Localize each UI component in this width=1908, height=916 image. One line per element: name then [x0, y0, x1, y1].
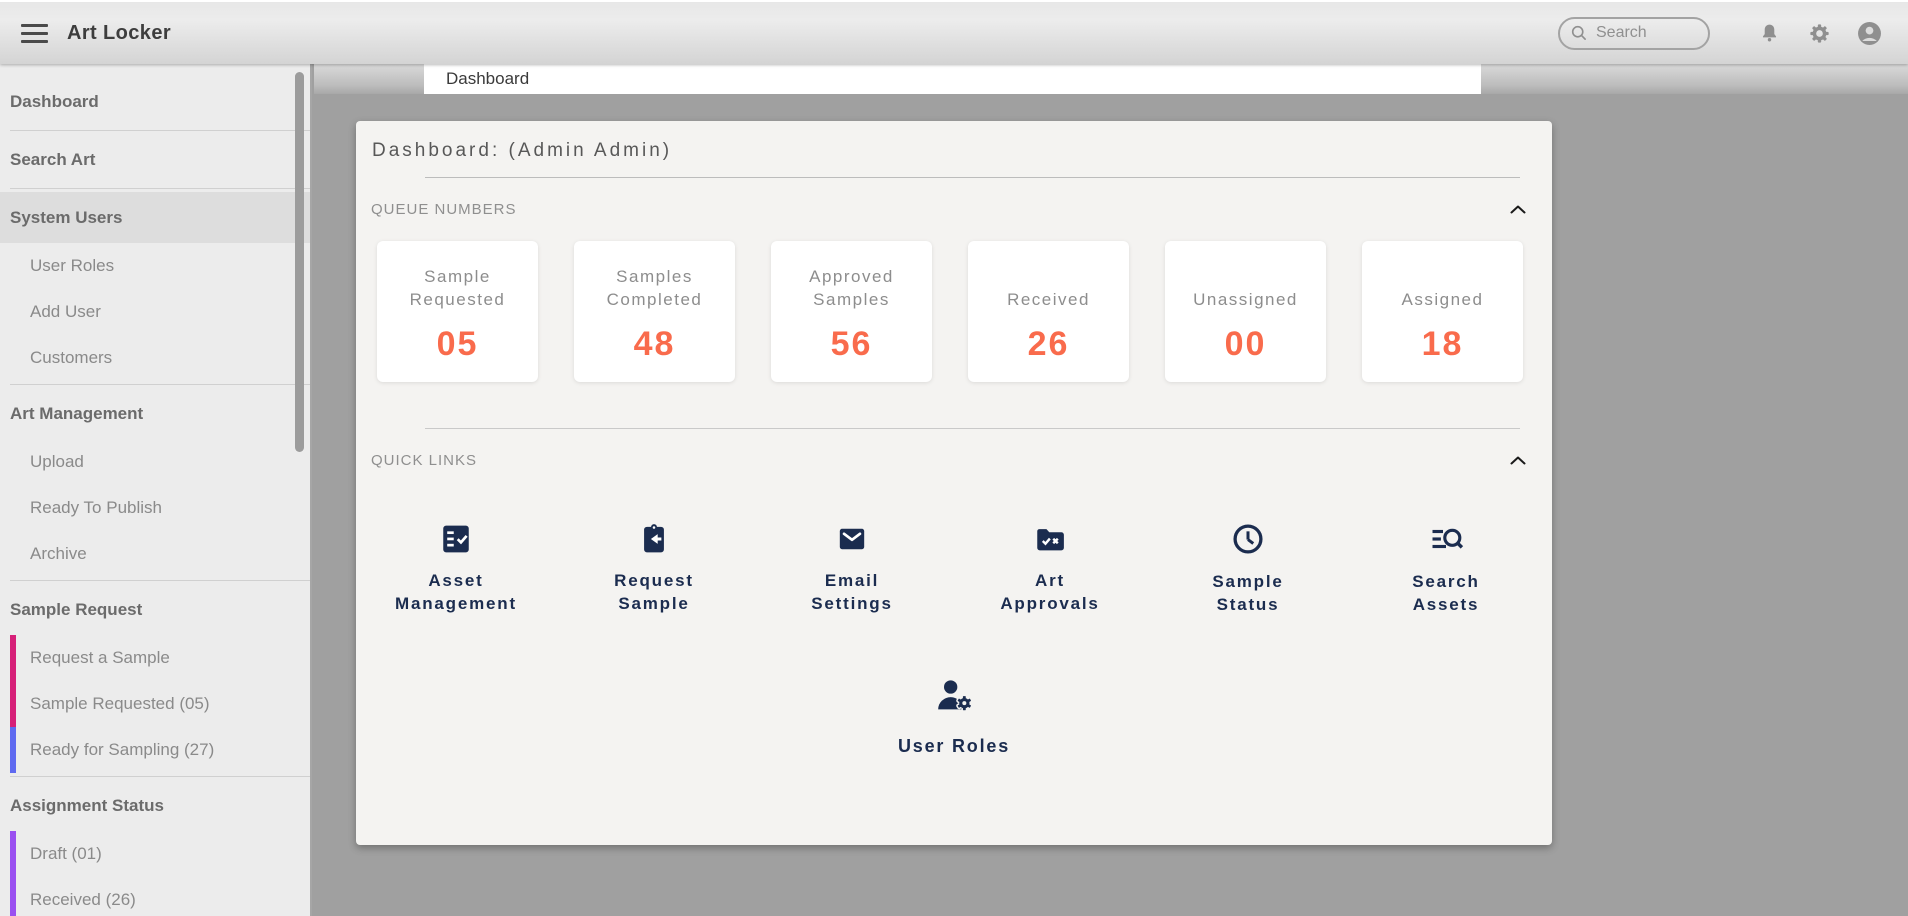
divider — [425, 428, 1520, 429]
divider — [10, 188, 310, 189]
bell-icon[interactable] — [1756, 20, 1782, 46]
queue-card-value: 26 — [1027, 325, 1070, 363]
queue-card-label: Unassigned — [1193, 290, 1298, 309]
sidebar-item-upload[interactable]: Upload — [30, 452, 84, 471]
quick-link-label: Art Approvals — [1000, 571, 1100, 613]
account-icon[interactable] — [1856, 20, 1882, 46]
divider — [10, 130, 310, 131]
breadcrumb-label: Dashboard — [446, 69, 530, 88]
breadcrumb[interactable]: Dashboard — [424, 64, 1481, 94]
queue-card-label: Samples Completed — [606, 267, 703, 309]
collapse-quick-links-button chevron-up-icon[interactable] — [1508, 454, 1528, 467]
gear-icon[interactable] — [1806, 20, 1832, 46]
queue-card-value: 48 — [633, 325, 676, 363]
sidebar-item-sample-request[interactable]: Sample Request — [10, 599, 143, 619]
queue-card-samples-completed: Samples Completed 48 — [574, 241, 735, 382]
quick-link-art-approvals[interactable]: Art Approvals — [951, 519, 1149, 616]
quick-link-label: User Roles — [897, 736, 1011, 756]
hamburger-menu-icon[interactable] — [21, 23, 48, 43]
quick-link-email-settings[interactable]: Email Settings — [753, 519, 951, 616]
sidebar-item-search-art[interactable]: Search Art — [10, 149, 96, 169]
user-roles-icon — [934, 676, 974, 716]
sidebar-item-draft[interactable]: Draft (01) — [10, 831, 310, 877]
search-assets-icon — [1428, 519, 1464, 559]
dashboard-panel: Dashboard: (Admin Admin) QUEUE NUMBERS S… — [356, 121, 1552, 845]
page-title: Dashboard: (Admin Admin) — [372, 140, 673, 161]
queue-card-value: 56 — [830, 325, 873, 363]
search-box[interactable] — [1558, 16, 1710, 50]
sidebar-item-ready-to-publish[interactable]: Ready To Publish — [30, 498, 162, 517]
sidebar-item-ready-for-sampling[interactable]: Ready for Sampling (27) — [10, 727, 310, 773]
sidebar-item-received[interactable]: Received (26) — [10, 877, 310, 916]
quick-link-sample-status[interactable]: Sample Status — [1149, 519, 1347, 616]
search-input[interactable] — [1596, 24, 1698, 42]
quick-link-label: Asset Management — [395, 571, 517, 613]
quick-link-label: Request Sample — [614, 571, 694, 613]
quick-links-heading: QUICK LINKS — [371, 451, 478, 469]
sidebar-scrollbar-thumb[interactable] — [295, 72, 304, 452]
queue-card-label: Sample Requested — [409, 267, 506, 309]
email-icon — [835, 519, 869, 559]
sidebar-item-art-management[interactable]: Art Management — [10, 403, 144, 423]
queue-card-approved-samples: Approved Samples 56 — [771, 241, 932, 382]
quick-link-label: Sample Status — [1212, 572, 1284, 614]
sidebar-item-add-user[interactable]: Add User — [30, 302, 101, 321]
divider — [10, 384, 310, 385]
asset-management-icon — [439, 519, 473, 559]
sidebar: Dashboard Search Art System Users User R… — [0, 64, 312, 916]
quick-link-search-assets[interactable]: Search Assets — [1347, 519, 1545, 616]
queue-card-sample-requested: Sample Requested 05 — [377, 241, 538, 382]
queue-card-unassigned: Unassigned 00 — [1165, 241, 1326, 382]
queue-card-label: Approved Samples — [809, 267, 894, 309]
quick-link-label: Email Settings — [811, 571, 893, 613]
sidebar-item-user-roles[interactable]: User Roles — [30, 256, 115, 275]
queue-card-assigned: Assigned 18 — [1362, 241, 1523, 382]
app-title: Art Locker — [67, 21, 172, 44]
divider — [10, 580, 310, 581]
queue-cards-row: Sample Requested 05 Samples Completed 48… — [377, 241, 1552, 382]
queue-card-label: Received — [1007, 290, 1090, 309]
sidebar-item-assignment-status[interactable]: Assignment Status — [10, 795, 164, 815]
quick-link-asset-management[interactable]: Asset Management — [357, 519, 555, 616]
art-approvals-icon — [1033, 519, 1067, 559]
sidebar-item-sample-requested[interactable]: Sample Requested (05) — [10, 681, 310, 727]
divider — [10, 776, 310, 777]
clock-icon — [1230, 519, 1266, 559]
sidebar-item-request-a-sample[interactable]: Request a Sample — [10, 635, 310, 681]
request-sample-icon — [637, 519, 671, 559]
sidebar-item-customers[interactable]: Customers — [30, 348, 113, 367]
queue-card-value: 00 — [1224, 325, 1267, 363]
sidebar-item-system-users[interactable]: System Users — [0, 192, 310, 243]
quick-link-user-roles[interactable]: User Roles — [356, 676, 1552, 758]
collapse-queue-button chevron-up-icon[interactable] — [1508, 203, 1528, 216]
search-icon — [1570, 24, 1588, 42]
queue-card-label: Assigned — [1401, 290, 1484, 309]
queue-card-received: Received 26 — [968, 241, 1129, 382]
quick-link-label: Search Assets — [1412, 572, 1480, 614]
sidebar-item-archive[interactable]: Archive — [30, 544, 87, 563]
top-app-bar: Art Locker — [0, 0, 1908, 64]
quick-link-request-sample[interactable]: Request Sample — [555, 519, 753, 616]
queue-card-value: 05 — [436, 325, 479, 363]
sidebar-item-dashboard[interactable]: Dashboard — [10, 91, 99, 111]
queue-numbers-heading: QUEUE NUMBERS — [371, 200, 517, 218]
divider — [425, 177, 1520, 178]
queue-card-value: 18 — [1421, 325, 1464, 363]
quick-links-row: Asset Management Request Sample Email — [357, 519, 1552, 616]
